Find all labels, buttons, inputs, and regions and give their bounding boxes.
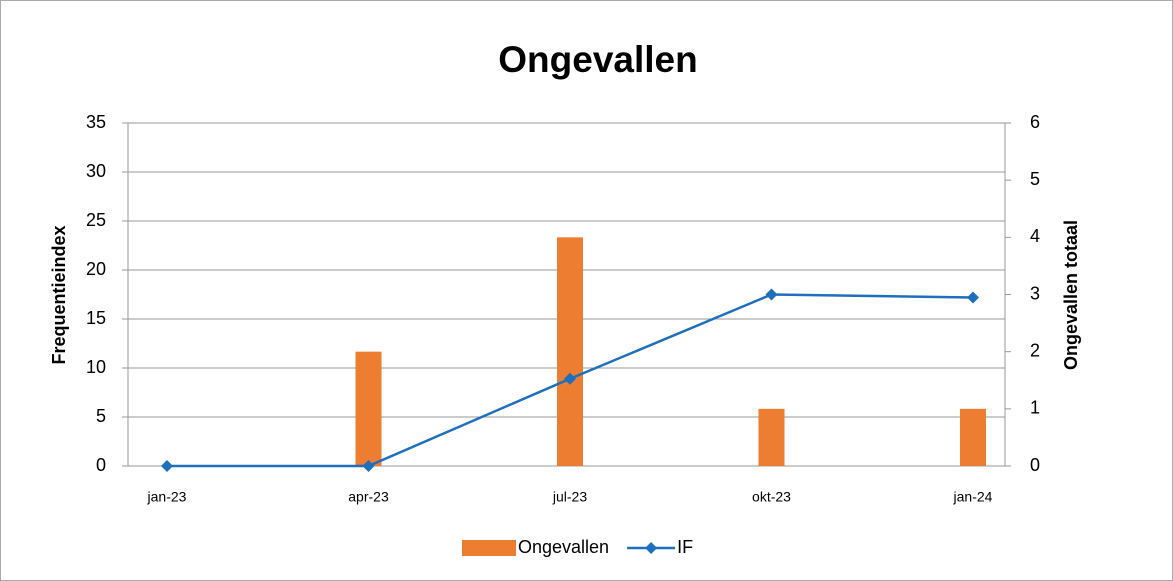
y-tick-label: 10 [86,357,106,377]
y2-axis-title: Ongevallen totaal [1061,220,1081,370]
marker [765,288,778,301]
y-tick-label: 15 [86,308,106,328]
marker [564,372,576,385]
marker [362,460,375,472]
x-tick-label: jul-23 [552,489,587,505]
y2-tick-label: 3 [1030,283,1040,303]
bar [557,237,583,466]
y-tick-label: 35 [86,112,106,132]
x-tick-label: apr-23 [348,489,389,505]
y2-tick-label: 5 [1030,169,1040,189]
y-tick-label: 5 [96,406,106,426]
marker [161,460,173,472]
x-tick-label: okt-23 [752,489,791,505]
y2-tick-label: 4 [1030,226,1040,246]
x-tick-label: jan-23 [147,489,187,505]
marker [967,291,979,304]
y-axis-title: Frequentieindex [49,225,69,364]
y2-tick-label: 0 [1030,455,1040,475]
y-tick-label: 20 [86,259,106,279]
y-tick-label: 25 [86,210,106,230]
chart-title: Ongevallen [498,39,697,80]
y2-tick-label: 6 [1030,112,1040,132]
y-tick-label: 0 [96,455,106,475]
legend-label: Ongevallen [518,537,609,557]
y2-tick-label: 1 [1030,398,1040,418]
y-tick-label: 30 [86,161,106,181]
legend-swatch [462,540,516,556]
x-tick-label: jan-24 [953,489,993,505]
y2-tick-label: 2 [1030,340,1040,360]
bar [758,408,785,466]
bar [960,408,986,466]
legend-label: IF [677,537,693,557]
bar [355,351,382,466]
legend-swatch [645,542,658,554]
